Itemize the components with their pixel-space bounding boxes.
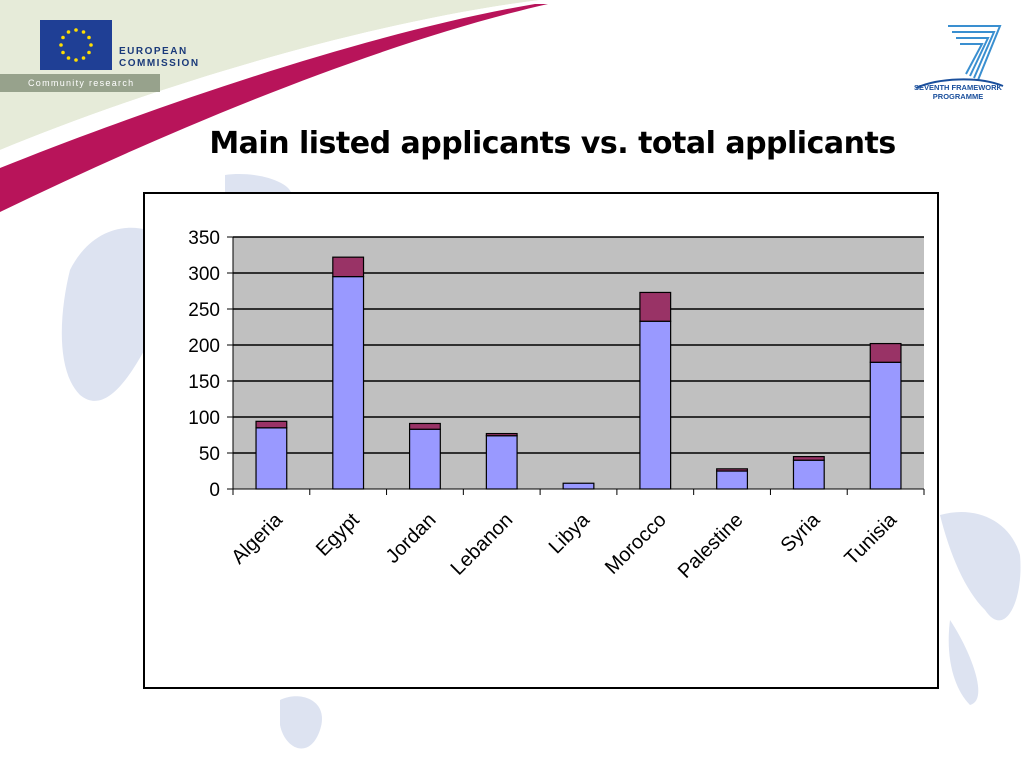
eu-org-name-line2: COMMISSION xyxy=(119,58,200,69)
bar-morocco-segment-2 xyxy=(639,291,672,322)
y-tick-label: 250 xyxy=(188,300,220,321)
y-tick-label: 0 xyxy=(209,480,220,501)
x-tick-label-egypt: Egypt xyxy=(312,509,364,561)
bar-tunisia-segment-2 xyxy=(869,342,902,363)
bar-libya-segment-1 xyxy=(562,482,595,490)
bar-algeria-segment-2 xyxy=(255,420,288,429)
bar-lebanon-segment-2 xyxy=(485,432,518,437)
bar-tunisia-segment-1 xyxy=(869,361,902,490)
x-tick-label-palestine: Palestine xyxy=(674,509,748,583)
x-tick-label-jordan: Jordan xyxy=(382,509,441,568)
y-tick-label: 150 xyxy=(188,372,220,393)
bar-algeria-segment-1 xyxy=(255,427,288,490)
bar-syria-segment-2 xyxy=(792,456,825,461)
fp7-line1: SEVENTH FRAMEWORK xyxy=(914,83,1002,92)
bar-morocco-segment-1 xyxy=(639,320,672,490)
bar-palestine-segment-2 xyxy=(716,468,749,472)
bar-syria-segment-1 xyxy=(792,459,825,490)
bar-jordan-segment-1 xyxy=(408,428,441,490)
fp7-programme-name: SEVENTH FRAMEWORK PROGRAMME xyxy=(904,83,1012,101)
x-tick-label-lebanon: Lebanon xyxy=(447,509,518,580)
x-tick-label-morocco: Morocco xyxy=(601,509,671,579)
bar-jordan-segment-2 xyxy=(408,422,441,430)
eu-org-subtitle: Community research xyxy=(28,78,135,88)
y-tick-label: 200 xyxy=(188,336,220,357)
x-tick-label-algeria: Algeria xyxy=(227,508,287,568)
y-tick-label: 350 xyxy=(188,228,220,249)
chart-title: Main listed applicants vs. total applica… xyxy=(209,126,896,161)
y-tick-label: 300 xyxy=(188,264,220,285)
x-tick-label-syria: Syria xyxy=(777,508,825,556)
x-tick-label-tunisia: Tunisia xyxy=(841,508,902,569)
bar-lebanon-segment-1 xyxy=(485,435,518,490)
bar-palestine-segment-1 xyxy=(716,470,749,490)
eu-org-name: EUROPEAN COMMISSION xyxy=(119,46,200,70)
fp7-line2: PROGRAMME xyxy=(932,92,984,101)
x-tick-label-libya: Libya xyxy=(545,508,595,558)
eu-flag-logo xyxy=(40,20,112,70)
y-tick-label: 50 xyxy=(199,444,220,465)
y-tick-label: 100 xyxy=(188,408,220,429)
fp7-logo-icon xyxy=(915,25,1004,89)
eu-org-name-line1: EUROPEAN xyxy=(119,46,188,57)
bar-egypt-segment-1 xyxy=(332,275,365,490)
bar-egypt-segment-2 xyxy=(332,256,365,278)
chart-container: 0 50 100 150 200 250 300 350 Algeria Egypt Jordan L… xyxy=(143,192,939,689)
